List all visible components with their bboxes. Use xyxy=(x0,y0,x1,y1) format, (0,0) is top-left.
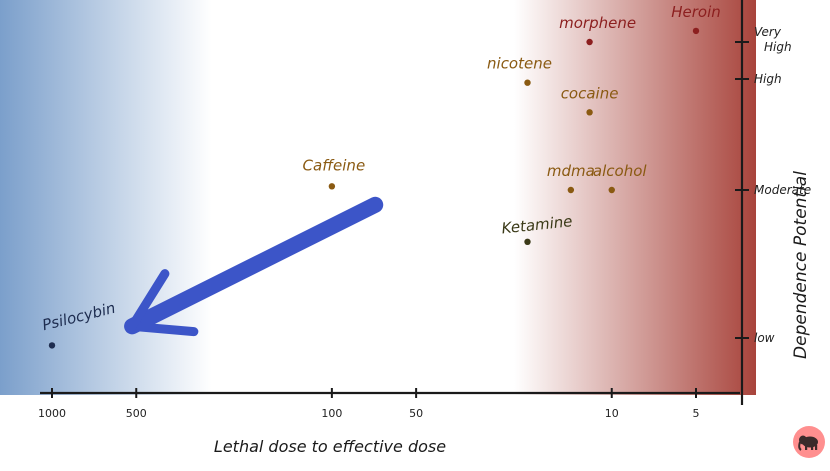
arrow-annotation xyxy=(124,196,384,337)
elephant-logo xyxy=(793,426,825,458)
data-point-morphene xyxy=(586,38,593,46)
x-tick-label: 500 xyxy=(126,407,147,420)
y-tick-label: low xyxy=(754,331,775,345)
data-point-cocaine xyxy=(586,109,593,116)
x-tick-label: 10 xyxy=(605,407,619,420)
data-label-alcohol: alcohol xyxy=(593,162,647,180)
arrowhead-lower-arm xyxy=(127,269,170,331)
x-tick-label: 1000 xyxy=(38,407,66,420)
data-point-nicotene xyxy=(524,79,531,86)
y-tick-label: High xyxy=(754,72,782,86)
data-point-mdma xyxy=(567,186,575,194)
data-label-morphene: morphene xyxy=(559,14,636,32)
y-tick-label: Very High xyxy=(754,25,792,54)
y-tick-label: Moderate xyxy=(754,183,811,197)
data-label-nicotene: nicotene xyxy=(487,55,552,73)
x-tick-label: 100 xyxy=(321,407,342,420)
data-label-caffeine: Caffeine xyxy=(303,156,366,174)
x-tick-label: 5 xyxy=(693,407,700,420)
arrow-shaft xyxy=(124,196,384,335)
data-label-heroin: Heroin xyxy=(671,3,721,21)
arrowhead-upper-arm xyxy=(127,321,199,337)
x-tick-label: 50 xyxy=(409,407,423,420)
data-label-mdma: mdma xyxy=(547,162,595,180)
data-point-ketamine xyxy=(524,238,531,245)
data-point-psilocybin xyxy=(48,342,56,349)
x-axis-label: Lethal dose to effective dose xyxy=(214,437,446,456)
data-point-heroin xyxy=(692,27,700,35)
y-axis-ticks: low Moderate High Very High xyxy=(735,25,811,345)
y-axis-label: Dependence Potential xyxy=(791,171,811,359)
data-point-caffeine xyxy=(328,183,336,190)
elephant-icon xyxy=(798,435,818,451)
x-axis-ticks: 1000 500 100 50 10 5 xyxy=(38,388,700,420)
data-label-cocaine: cocaine xyxy=(561,84,619,102)
data-point-alcohol xyxy=(608,186,615,194)
